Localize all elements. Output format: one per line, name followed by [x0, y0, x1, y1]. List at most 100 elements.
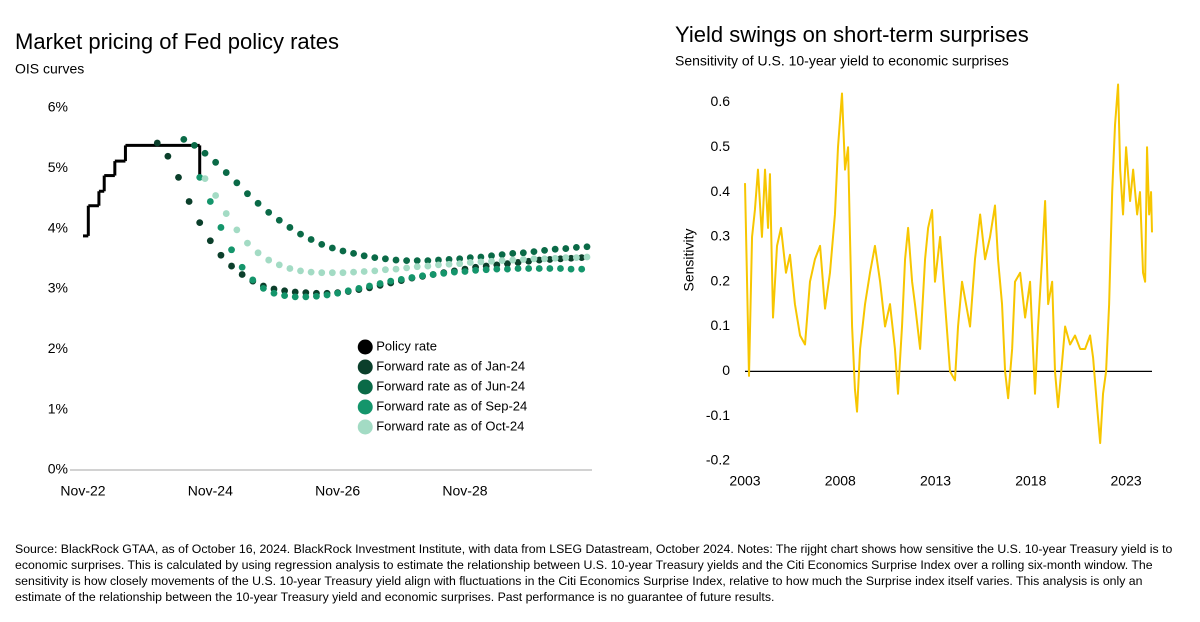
y-axis-label: Sensitivity — [681, 228, 697, 291]
rate-dot — [514, 259, 522, 266]
rate-dot — [355, 284, 363, 292]
rate-dot — [339, 269, 347, 277]
rate-dot — [477, 253, 485, 261]
rate-dot — [175, 173, 182, 181]
y-tick-label: 0.1 — [711, 317, 731, 333]
rate-dot — [291, 288, 299, 296]
rate-dot — [583, 253, 591, 261]
rate-dot — [382, 255, 389, 263]
rate-dot — [371, 254, 379, 262]
x-tick-label: 2023 — [1111, 473, 1142, 489]
rate-dot — [546, 265, 554, 272]
rate-dot — [456, 260, 464, 268]
rate-dot — [535, 256, 543, 264]
rate-dot — [307, 268, 315, 276]
rate-dot — [408, 274, 416, 281]
rate-dot — [392, 256, 400, 264]
rate-dot — [440, 269, 448, 277]
rate-dot — [254, 249, 262, 257]
rate-dot — [445, 260, 453, 268]
rate-dot — [498, 251, 506, 259]
rate-dot — [265, 256, 273, 264]
rate-dot — [376, 280, 384, 287]
rate-dot — [228, 246, 235, 254]
rate-dot — [191, 142, 198, 149]
rate-dot — [350, 250, 357, 257]
rate-dot — [382, 266, 389, 274]
rate-dot — [567, 254, 575, 262]
y-tick-label: 0.2 — [711, 272, 731, 288]
rate-dot — [445, 256, 453, 263]
rate-dot — [233, 179, 241, 187]
legend-label: Forward rate as of Sep-24 — [376, 398, 527, 413]
x-tick-label: 2013 — [920, 473, 951, 489]
rate-dot — [572, 243, 580, 251]
rate-dot — [535, 265, 543, 272]
rate-dot — [201, 149, 209, 157]
rate-dot — [164, 152, 172, 160]
rate-dot — [259, 284, 267, 292]
rate-dot — [275, 261, 283, 269]
rate-dot — [286, 224, 294, 231]
rate-dot — [281, 292, 288, 300]
x-tick-label: 2003 — [729, 473, 760, 489]
rate-dot — [551, 245, 559, 253]
chart-title: Market pricing of Fed policy rates — [15, 29, 339, 54]
rate-dot — [509, 256, 517, 264]
rate-dot — [397, 275, 405, 283]
chart-title: Yield swings on short-term surprises — [675, 22, 1029, 47]
rate-dot — [206, 198, 214, 205]
rate-dot — [530, 248, 538, 255]
rate-dot — [217, 224, 225, 231]
rate-dot — [244, 239, 251, 247]
rate-dot — [498, 257, 506, 265]
rate-dot — [238, 263, 246, 271]
y-tick-label: -0.2 — [706, 452, 730, 468]
rate-dot — [307, 236, 315, 243]
rate-dot — [509, 250, 517, 257]
rate-dot — [217, 251, 225, 259]
rate-dot — [334, 289, 342, 297]
rate-dot — [387, 277, 395, 285]
rate-dot — [360, 252, 368, 260]
rate-dot — [180, 135, 188, 143]
rate-dot — [525, 257, 533, 265]
rate-dot — [297, 230, 304, 238]
rate-dot — [435, 256, 442, 264]
rate-dot — [350, 268, 357, 276]
rate-dot — [541, 246, 548, 254]
legend-label: Policy rate — [376, 338, 437, 353]
rate-dot — [413, 257, 421, 265]
y-tick-label: 6% — [48, 99, 68, 115]
rate-dot — [525, 265, 533, 272]
rate-dot — [196, 173, 204, 181]
y-tick-label: 4% — [48, 219, 68, 235]
y-tick-label: -0.1 — [706, 407, 730, 423]
y-tick-label: 3% — [48, 280, 68, 296]
rate-dot — [339, 247, 347, 255]
rate-dot — [572, 254, 580, 262]
rate-dot — [318, 240, 326, 248]
rate-dot — [281, 287, 288, 295]
rate-dot — [344, 287, 352, 295]
legend-marker — [357, 419, 373, 435]
rate-dot — [313, 292, 320, 300]
rate-dot — [514, 265, 522, 272]
rate-dot — [519, 249, 527, 257]
chart-subtitle: Sensitivity of U.S. 10-year yield to eco… — [675, 53, 1009, 69]
legend-marker — [357, 339, 373, 355]
x-tick-label: 2018 — [1015, 473, 1046, 489]
y-tick-label: 0.5 — [711, 138, 731, 154]
rate-dot — [477, 258, 485, 266]
y-tick-label: 5% — [48, 159, 68, 175]
legend-label: Forward rate as of Jan-24 — [376, 358, 525, 373]
rate-dot — [233, 226, 241, 234]
y-tick-label: 1% — [48, 400, 68, 416]
rate-dot — [238, 271, 246, 278]
legend-label: Forward rate as of Jun-24 — [376, 378, 525, 393]
rate-dot — [244, 190, 251, 198]
x-tick-label: Nov-22 — [60, 483, 105, 499]
rate-dot — [302, 293, 310, 301]
